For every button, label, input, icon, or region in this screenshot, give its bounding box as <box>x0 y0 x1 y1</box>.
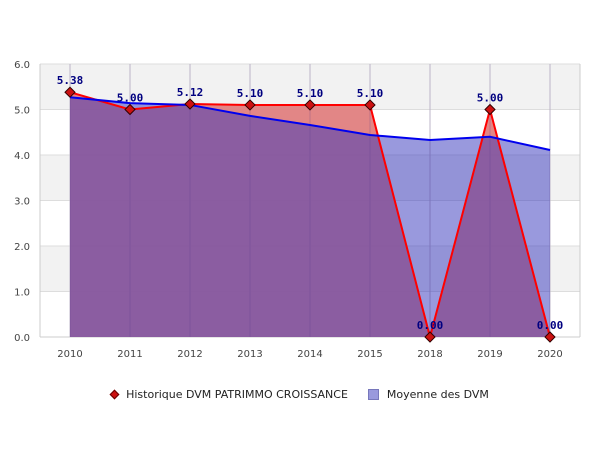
legend: Historique DVM PATRIMMO CROISSANCE Moyen… <box>0 388 600 401</box>
x-tick-label: 2018 <box>417 349 442 360</box>
diamond-marker-icon <box>109 389 120 400</box>
data-point-marker[interactable] <box>544 331 556 343</box>
data-point-marker[interactable] <box>304 99 316 111</box>
data-point-marker[interactable] <box>184 98 196 110</box>
legend-label-historique: Historique DVM PATRIMMO CROISSANCE <box>126 388 348 401</box>
data-label: 5.38 <box>57 74 84 87</box>
x-tick-label: 2019 <box>477 349 502 360</box>
y-tick-label: 6.0 <box>14 60 30 71</box>
y-tick-label: 1.0 <box>14 288 30 299</box>
x-tick-label: 2011 <box>117 349 142 360</box>
data-label: 0.00 <box>537 319 564 332</box>
data-label: 5.12 <box>177 86 204 99</box>
data-point-marker[interactable] <box>484 103 496 116</box>
legend-item-historique[interactable]: Historique DVM PATRIMMO CROISSANCE <box>109 388 348 401</box>
data-label: 5.10 <box>297 87 324 100</box>
data-point-marker[interactable] <box>64 86 76 98</box>
y-tick-label: 0.0 <box>14 333 30 344</box>
y-tick-label: 5.0 <box>14 106 30 117</box>
y-tick-label: 2.0 <box>14 242 30 253</box>
y-tick-label: 3.0 <box>14 197 30 208</box>
x-tick-label: 2015 <box>357 349 382 360</box>
legend-item-moyenne[interactable]: Moyenne des DVM <box>367 388 489 401</box>
square-swatch-icon <box>367 389 379 400</box>
data-point-marker[interactable] <box>124 103 136 116</box>
x-tick-label: 2014 <box>297 349 322 360</box>
data-label: 5.10 <box>357 87 384 100</box>
legend-label-moyenne: Moyenne des DVM <box>386 388 489 401</box>
y-tick-label: 4.0 <box>14 151 30 162</box>
x-tick-label: 2012 <box>177 349 202 360</box>
data-label: 5.10 <box>237 87 264 100</box>
x-tick-label: 2013 <box>237 349 262 360</box>
data-point-marker[interactable] <box>244 99 256 111</box>
data-label: 5.00 <box>477 92 504 105</box>
x-tick-label: 2020 <box>537 349 562 360</box>
moyenne-line <box>69 96 551 151</box>
x-tick-label: 2010 <box>57 349 82 360</box>
data-label: 5.00 <box>117 92 144 105</box>
data-point-marker[interactable] <box>424 331 436 343</box>
moyenne-area <box>70 97 550 337</box>
data-label: 0.00 <box>417 319 444 332</box>
data-point-marker[interactable] <box>364 99 376 111</box>
